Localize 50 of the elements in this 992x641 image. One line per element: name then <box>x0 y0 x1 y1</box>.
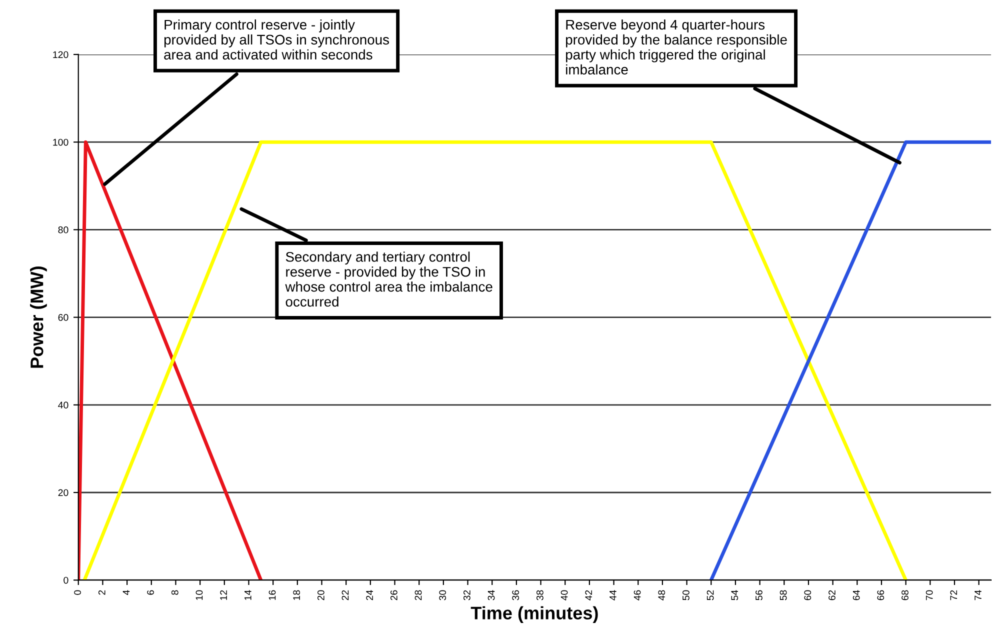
x-tick-label: 30 <box>439 590 446 600</box>
x-tick-label: 60 <box>804 590 812 600</box>
x-tick-label: 58 <box>780 590 787 600</box>
x-tick-label: 24 <box>366 590 373 600</box>
x-tick-label: 2 <box>98 590 106 595</box>
x-tick-label: 32 <box>463 590 470 600</box>
x-tick-label: 56 <box>756 590 762 600</box>
x-tick-label: 18 <box>293 590 300 600</box>
x-tick-label: 10 <box>196 590 203 600</box>
annotation: Primary control reserve - jointly provided by all TSOs in synchronous area and activated within seconds <box>164 19 389 60</box>
x-tick-label: 12 <box>220 590 227 600</box>
y-axis-title: Power (MW) <box>30 266 47 368</box>
y-tick-label: 0 <box>64 576 68 584</box>
x-tick-label: 0 <box>74 590 81 595</box>
x-tick-label: 68 <box>902 590 908 600</box>
y-tick-label: 120 <box>53 51 68 58</box>
x-tick-label: 38 <box>536 590 544 600</box>
x-tick-label: 28 <box>414 590 422 600</box>
x-tick-label: 16 <box>268 590 276 600</box>
x-tick-label: 42 <box>585 590 592 600</box>
x-tick-label: 34 <box>488 590 495 600</box>
x-tick-label: 74 <box>974 590 982 600</box>
y-tick-label: 20 <box>58 489 68 496</box>
annotation: Reserve beyond 4 quarter-hours provided by the balance responsible party which triggered the original imbalance <box>566 19 787 75</box>
y-tick-label: 80 <box>58 226 68 234</box>
x-tick-label: 52 <box>706 590 714 600</box>
x-tick-label: 70 <box>926 590 933 600</box>
x-tick-label: 4 <box>122 590 130 596</box>
x-tick-label: 14 <box>244 590 252 600</box>
annotation: Secondary and tertiary control reserve - provided by the TSO in whose control area the imbalance occurred <box>285 252 492 307</box>
x-tick-label: 48 <box>658 590 666 600</box>
x-tick-label: 66 <box>877 590 884 600</box>
x-tick-label: 44 <box>610 590 616 600</box>
x-tick-label: 20 <box>317 590 324 600</box>
y-tick-label: 40 <box>58 402 68 409</box>
y-tick-label: 100 <box>53 138 68 146</box>
x-tick-label: 6 <box>147 590 154 595</box>
x-tick-label: 46 <box>634 590 641 600</box>
x-tick-label: 22 <box>342 590 349 600</box>
x-tick-label: 36 <box>512 590 520 600</box>
x-tick-label: 54 <box>731 590 738 600</box>
x-tick-label: 40 <box>560 590 568 600</box>
x-tick-label: 62 <box>828 590 836 600</box>
x-tick-label: 64 <box>852 590 860 600</box>
x-axis-title: Time (minutes) <box>470 606 598 624</box>
y-tick-label: 60 <box>58 314 68 321</box>
x-tick-label: 72 <box>950 590 958 600</box>
x-tick-label: 8 <box>171 590 178 595</box>
x-tick-label: 50 <box>682 590 690 600</box>
x-tick-label: 26 <box>390 590 398 600</box>
